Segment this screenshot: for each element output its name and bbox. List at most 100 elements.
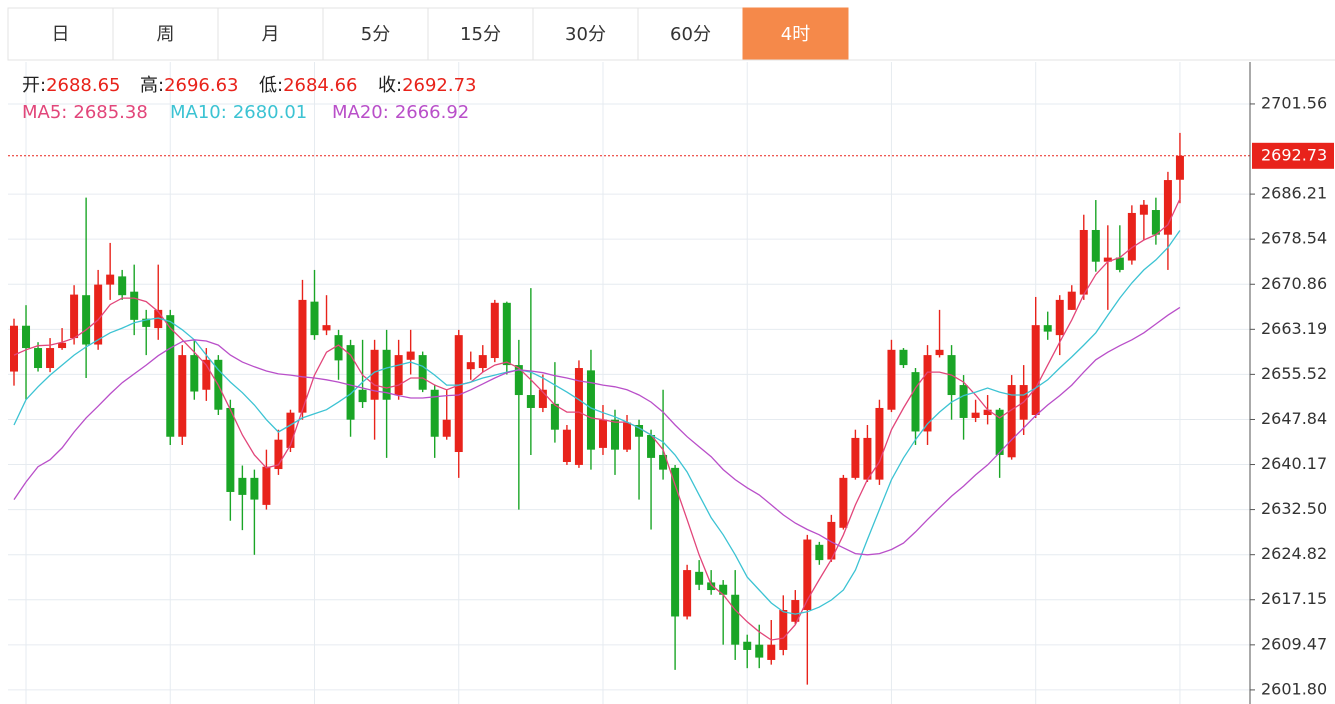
tab-label[interactable]: 30分: [565, 24, 606, 45]
candle-body: [70, 294, 79, 339]
current-price-label: 2692.73: [1261, 145, 1327, 164]
candle-body: [959, 385, 968, 418]
ohlc-item: 开:2688.65: [22, 75, 121, 96]
candle-body: [394, 355, 403, 396]
candle-body: [1163, 180, 1172, 235]
y-tick-label: 2655.52: [1261, 364, 1327, 383]
candle-body: [707, 582, 716, 591]
candle-body: [166, 315, 175, 437]
legend-item: MA10: 2680.01: [170, 102, 307, 123]
candle-body: [250, 477, 259, 500]
legend-item: MA20: 2666.92: [332, 102, 469, 123]
candle-body: [562, 429, 571, 463]
candle-body: [322, 325, 331, 331]
candle-body: [58, 342, 67, 349]
candle-body: [130, 291, 139, 320]
candle-body: [911, 372, 920, 432]
ohlc-value: 2688.65: [46, 75, 120, 96]
candle-body: [346, 345, 355, 420]
ma-line: [13, 306, 1181, 556]
candle-body: [1031, 325, 1040, 416]
candle-body: [550, 403, 559, 430]
candle-body: [1007, 385, 1016, 458]
tab-label[interactable]: 4时: [781, 24, 810, 45]
tab[interactable]: [742, 7, 849, 61]
legend-value: 2680.01: [233, 102, 307, 123]
candle-body: [1055, 299, 1064, 336]
y-tick-label: 2609.47: [1261, 634, 1327, 653]
ohlc-item: 低:2684.66: [259, 75, 358, 96]
tab-label[interactable]: 日: [52, 24, 70, 45]
y-tick-label: 2640.17: [1261, 454, 1327, 473]
ma-line: [13, 230, 1181, 615]
candle-body: [611, 419, 619, 450]
candle-body: [935, 349, 944, 356]
tab-label[interactable]: 5分: [361, 24, 390, 45]
legend-name: MA20:: [332, 102, 389, 123]
tab[interactable]: [637, 7, 744, 61]
ohlc-label: 低:: [259, 75, 283, 96]
candle-body: [178, 355, 187, 437]
candle-body: [623, 422, 632, 450]
candle-body: [430, 389, 439, 437]
y-tick-label: 2670.86: [1261, 274, 1327, 293]
y-tick-label: 2624.82: [1261, 544, 1327, 563]
candle-body: [647, 434, 656, 458]
candle-body: [154, 309, 163, 329]
tab[interactable]: [217, 7, 324, 61]
y-tick-label: 2686.21: [1261, 184, 1327, 203]
y-tick-label: 2632.50: [1261, 499, 1327, 518]
candle-body: [803, 539, 812, 611]
candle-body: [22, 325, 31, 349]
candle-body: [274, 439, 283, 470]
candle-body: [695, 571, 704, 585]
candle-body: [226, 407, 235, 492]
candle-body: [238, 477, 247, 495]
candle-body: [310, 301, 319, 336]
ohlc-value: 2692.73: [402, 75, 476, 96]
ohlc-label: 高:: [140, 75, 164, 96]
legend-value: 2666.92: [395, 102, 469, 123]
candle-body: [731, 594, 740, 645]
candle-body: [286, 412, 295, 448]
candle-body: [202, 359, 211, 390]
candle-body: [1043, 325, 1052, 332]
candle-body: [598, 419, 607, 448]
candle-body: [406, 351, 415, 360]
candle-body: [1067, 291, 1076, 310]
candle-body: [502, 302, 511, 366]
candle-body: [538, 389, 547, 408]
candle-body: [46, 348, 55, 369]
candle-body: [995, 409, 1004, 455]
ohlc-item: 收:2692.73: [378, 75, 477, 96]
candle-body: [899, 349, 908, 366]
tab-label[interactable]: 15分: [460, 24, 501, 45]
tab[interactable]: [7, 7, 114, 61]
y-tick-label: 2678.54: [1261, 229, 1327, 248]
legend-name: MA10:: [170, 102, 227, 123]
candle-body: [142, 318, 151, 327]
candle-body: [370, 349, 379, 400]
candle-body: [190, 355, 199, 392]
legend-value: 2685.38: [73, 102, 147, 123]
tab-label[interactable]: 周: [157, 24, 175, 45]
candle-body: [94, 284, 103, 345]
candle-body: [1115, 257, 1124, 270]
y-tick-label: 2647.84: [1261, 409, 1327, 428]
candle-body: [442, 419, 451, 437]
tab-bar: 日 周 月 5分 15分 30分 60分 4时: [7, 7, 1335, 61]
candle-body: [334, 335, 343, 361]
candle-body: [635, 424, 644, 437]
plot: [8, 132, 1250, 685]
candle-body: [82, 295, 91, 345]
tab-label[interactable]: 60分: [670, 24, 711, 45]
tab-label[interactable]: 月: [262, 24, 280, 45]
y-tick-label: 2601.80: [1261, 679, 1327, 698]
ohlc-value: 2696.63: [164, 75, 238, 96]
candle-body: [526, 395, 535, 408]
candle-body: [478, 355, 487, 369]
candle-body: [1103, 257, 1112, 262]
legend-name: MA5:: [22, 102, 67, 123]
